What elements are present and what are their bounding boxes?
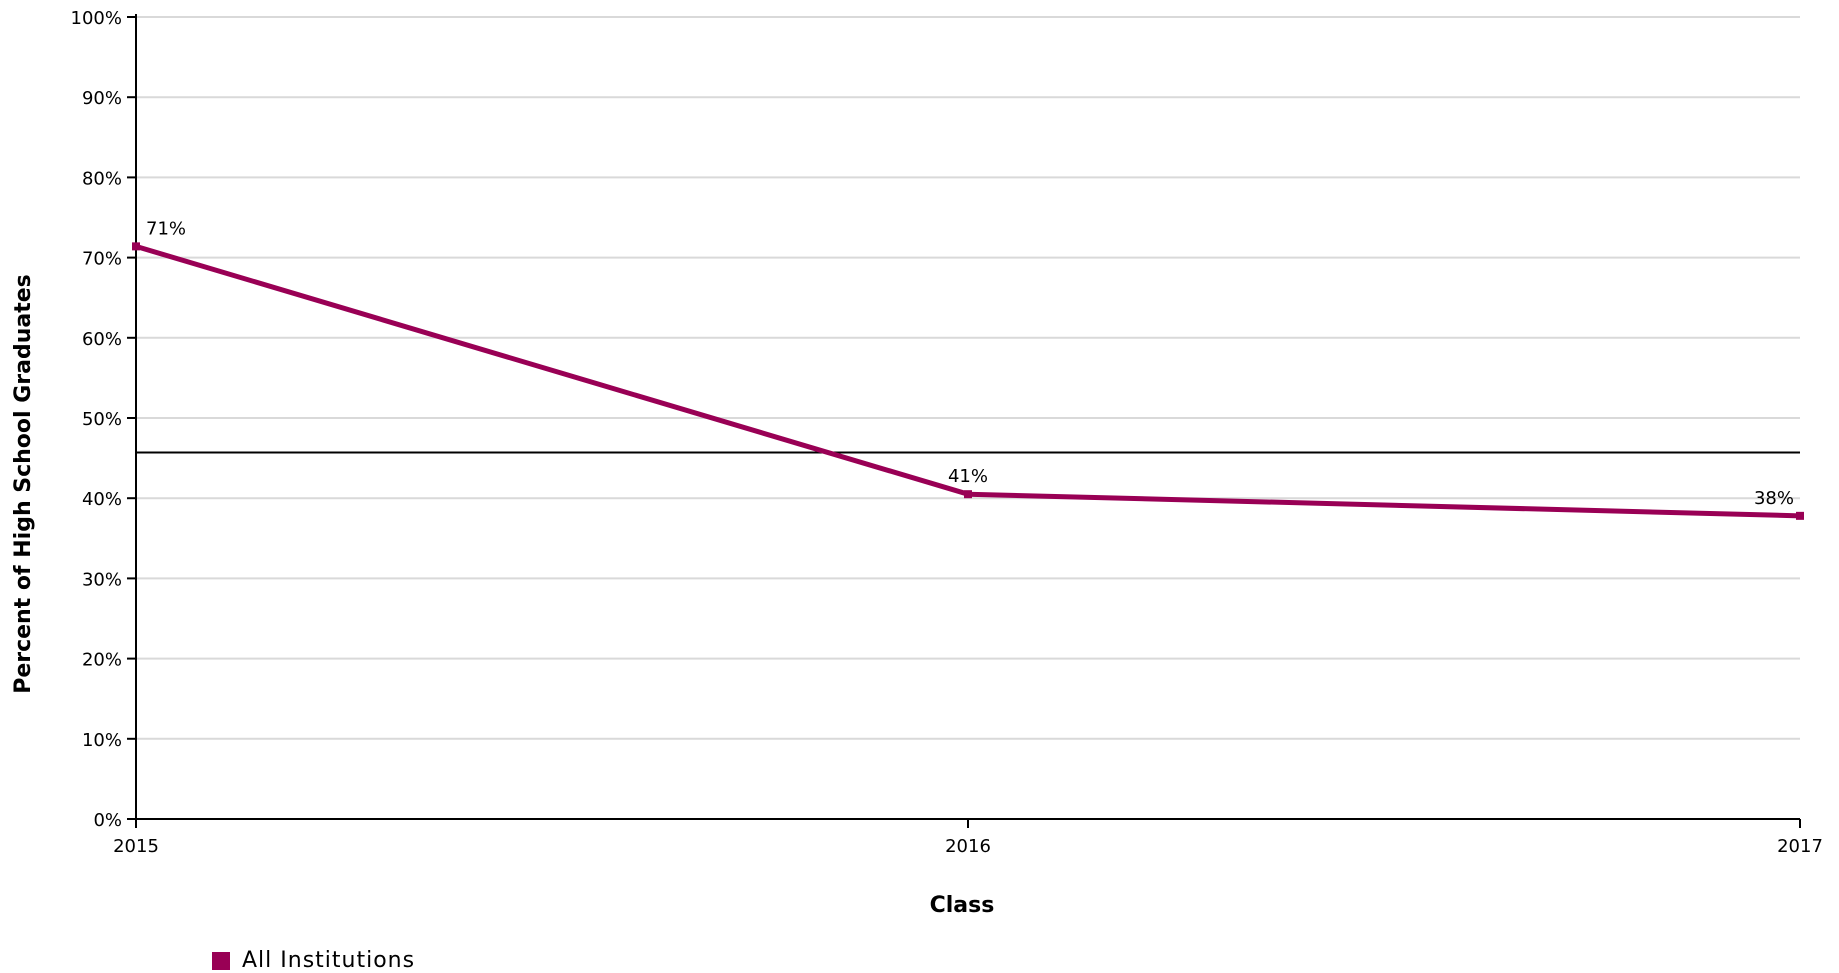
data-label: 38% [1754,488,1794,509]
y-tick-label: 40% [82,489,122,510]
data-point [1796,511,1804,520]
data-point [964,490,972,499]
x-tick-label: 2015 [113,836,159,857]
y-tick-label: 30% [82,569,122,590]
y-tick-label: 20% [82,650,122,671]
x-axis-title: Class [930,893,995,918]
y-tick-label: 90% [82,88,122,109]
data-label: 71% [146,218,186,239]
legend: All Institutions [212,948,415,973]
y-tick-label: 100% [71,8,122,29]
x-tick-label: 2017 [1777,836,1823,857]
y-tick-label: 60% [82,329,122,350]
y-axis-title: Percent of High School Graduates [11,274,36,694]
y-tick-label: 80% [82,168,122,189]
data-point [132,242,140,251]
y-tick-label: 70% [82,249,122,270]
y-tick-label: 10% [82,730,122,751]
y-tick-label: 0% [93,810,122,831]
y-tick-label: 50% [82,409,122,430]
legend-swatch-all-institutions [212,951,230,970]
data-label: 41% [948,466,988,487]
x-tick-label: 2016 [945,836,991,857]
legend-label-all-institutions: All Institutions [242,948,416,973]
